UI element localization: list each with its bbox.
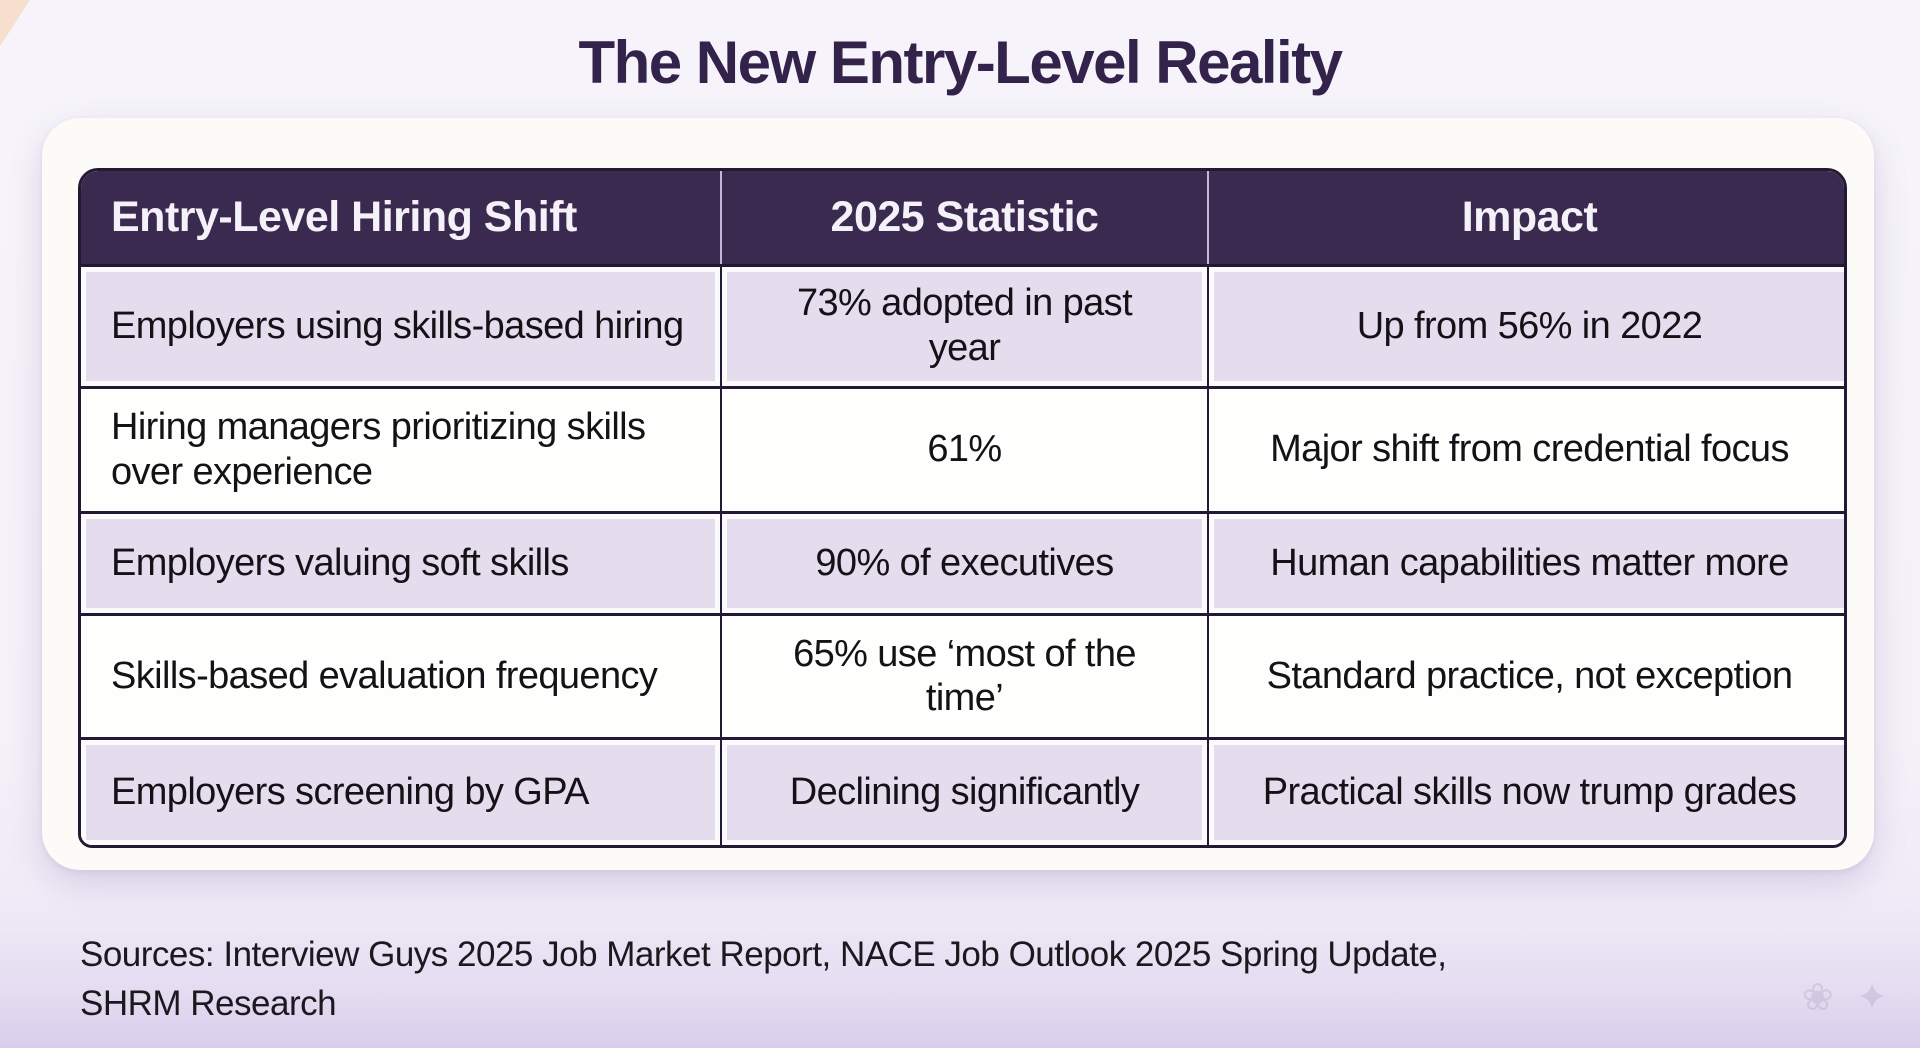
cell-impact: Standard practice, not exception [1207, 612, 1844, 739]
sources-line-1: Sources: Interview Guys 2025 Job Market … [80, 935, 1447, 974]
column-header-hiring-shift: Entry-Level Hiring Shift [81, 171, 721, 267]
cell-impact: Human capabilities matter more [1207, 510, 1844, 615]
cell-statistic-text: 65% use ‘most of the time’ [793, 632, 1136, 720]
table-row: Employers screening by GPA Declining sig… [81, 737, 1844, 845]
column-header-impact: Impact [1207, 171, 1844, 267]
table-row: Hiring managers prioritizing skills over… [81, 386, 1844, 513]
cell-shift: Employers valuing soft skills [81, 510, 721, 615]
cell-impact: Practical skills now trump grades [1207, 737, 1844, 845]
cell-statistic-text: 73% adopted in past year [796, 282, 1133, 370]
corner-accent-icon [0, 0, 30, 46]
table-header-row: Entry-Level Hiring Shift 2025 Statistic … [81, 171, 1844, 267]
stats-table-container: Entry-Level Hiring Shift 2025 Statistic … [78, 168, 1847, 848]
watermark-icon: ❀ ✦ [1801, 977, 1894, 1019]
cell-shift: Employers using skills-based hiring [81, 263, 721, 388]
cell-statistic: 90% of executives [720, 510, 1208, 615]
sources-note: Sources: Interview Guys 2025 Job Market … [80, 930, 1640, 1028]
column-header-2025-statistic: 2025 Statistic [720, 171, 1208, 267]
table-row: Skills-based evaluation frequency 65% us… [81, 612, 1844, 739]
cell-statistic: Declining significantly [720, 737, 1208, 845]
table-row: Employers using skills-based hiring 73% … [81, 263, 1844, 388]
cell-statistic: 65% use ‘most of the time’ [720, 612, 1208, 739]
cell-shift: Hiring managers prioritizing skills over… [81, 386, 721, 513]
cell-impact: Up from 56% in 2022 [1207, 263, 1844, 388]
cell-statistic: 61% [720, 386, 1208, 513]
cell-impact: Major shift from credential focus [1207, 386, 1844, 513]
cell-shift: Skills-based evaluation frequency [81, 612, 721, 739]
table-row: Employers valuing soft skills 90% of exe… [81, 510, 1844, 615]
cell-shift: Employers screening by GPA [81, 737, 721, 845]
sources-line-2: SHRM Research [80, 984, 337, 1023]
cell-statistic: 73% adopted in past year [720, 263, 1208, 388]
page-title: The New Entry-Level Reality [578, 29, 1343, 96]
stats-table: Entry-Level Hiring Shift 2025 Statistic … [81, 171, 1844, 845]
